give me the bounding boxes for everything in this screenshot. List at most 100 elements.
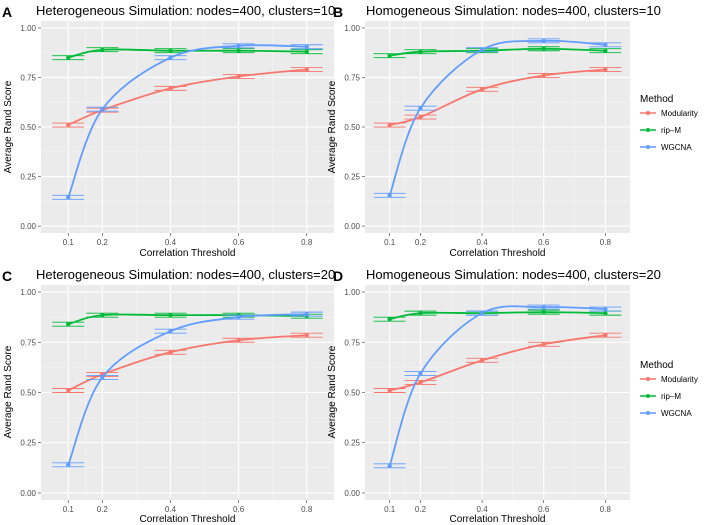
data-point-modularity — [541, 342, 546, 347]
legend-key-point — [646, 411, 650, 415]
x-axis-label: Correlation Threshold — [450, 248, 546, 259]
x-tick-label: 0.4 — [165, 238, 177, 247]
series-line-wgcna — [388, 39, 606, 196]
legend: Method Modularity rip–M WGCNA — [640, 360, 698, 418]
panel-b: B Homogeneous Simulation: nodes=400, clu… — [327, 3, 661, 259]
x-tick-label: 0.6 — [233, 238, 245, 247]
data-point-modularity — [387, 122, 392, 128]
y-tick-label: 0.25 — [20, 173, 36, 182]
y-tick-label: 0.00 — [344, 222, 360, 231]
panel-letter: D — [333, 268, 343, 284]
data-point-rip-m — [387, 53, 392, 58]
x-tick-label: 0.6 — [538, 505, 550, 514]
data-point-rip-m — [418, 49, 423, 54]
y-tick-label: 1.00 — [344, 24, 360, 33]
data-point-wgcna — [479, 310, 485, 316]
x-axis-label: Correlation Threshold — [140, 514, 236, 525]
x-tick-label: 0.1 — [384, 238, 396, 247]
data-point-modularity — [66, 122, 71, 128]
legend-key-point — [646, 128, 650, 132]
data-point-wgcna — [387, 463, 392, 469]
legend-entry-wgcna: WGCNA — [640, 409, 692, 418]
panel-a: A Heterogeneous Simulation: nodes=400, c… — [2, 3, 335, 259]
data-point-wgcna — [479, 47, 485, 52]
x-tick-label: 0.8 — [600, 505, 612, 514]
data-point-wgcna — [66, 462, 71, 468]
legend-key-point — [646, 145, 650, 149]
x-tick-label: 0.8 — [301, 505, 313, 514]
data-point-modularity — [168, 86, 173, 91]
data-point-wgcna — [418, 105, 423, 111]
legend-entry-rip-m: rip–M — [640, 126, 681, 135]
x-tick-label: 0.6 — [233, 505, 245, 514]
data-point-wgcna — [304, 44, 309, 49]
legend-key-point — [646, 377, 650, 381]
x-tick-label: 0.2 — [97, 505, 109, 514]
y-tick-label: 0.25 — [344, 173, 360, 182]
legend-key-point — [646, 111, 650, 115]
x-tick-label: 0.1 — [384, 505, 396, 514]
y-tick-label: 0.50 — [344, 389, 360, 398]
data-point-wgcna — [168, 55, 173, 60]
x-tick-label: 0.2 — [415, 238, 427, 247]
data-point-wgcna — [541, 304, 546, 310]
data-point-wgcna — [168, 329, 173, 334]
legend-label: Modularity — [661, 109, 698, 118]
y-tick-label: 1.00 — [20, 24, 36, 33]
data-point-rip-m — [168, 48, 173, 53]
y-axis-label: Average Rand Score — [3, 80, 14, 173]
x-tick-label: 0.4 — [477, 505, 489, 514]
data-point-modularity — [168, 350, 173, 355]
data-point-rip-m — [603, 310, 608, 316]
y-tick-label: 0.75 — [344, 338, 360, 347]
data-point-modularity — [236, 74, 241, 79]
y-tick-label: 0.25 — [20, 439, 36, 448]
data-point-wgcna — [100, 375, 105, 380]
data-point-modularity — [418, 380, 423, 385]
x-tick-label: 0.8 — [600, 238, 612, 247]
data-point-wgcna — [387, 193, 392, 198]
data-point-modularity — [479, 87, 485, 92]
data-point-modularity — [66, 388, 71, 393]
x-tick-label: 0.2 — [415, 505, 427, 514]
series-line-wgcna — [388, 305, 606, 467]
panel-title: Homogeneous Simulation: nodes=400, clust… — [366, 3, 661, 18]
y-tick-label: 0.75 — [20, 73, 36, 82]
data-point-wgcna — [66, 195, 71, 200]
x-axis-label: Correlation Threshold — [450, 514, 546, 525]
legend-title: Method — [640, 360, 673, 371]
data-point-rip-m — [66, 321, 71, 327]
data-point-rip-m — [168, 312, 173, 318]
data-point-wgcna — [541, 38, 546, 44]
panel-letter: C — [2, 268, 12, 284]
data-point-wgcna — [100, 106, 105, 112]
data-point-wgcna — [236, 314, 241, 320]
data-point-rip-m — [100, 47, 105, 52]
data-point-wgcna — [603, 42, 608, 47]
panel-title: Heterogeneous Simulation: nodes=400, clu… — [36, 267, 335, 282]
legend-label: rip–M — [661, 126, 681, 135]
data-point-modularity — [304, 67, 309, 72]
data-point-rip-m — [387, 316, 392, 322]
legend-label: WGCNA — [661, 409, 692, 418]
y-tick-label: 1.00 — [20, 288, 36, 297]
data-point-wgcna — [418, 371, 423, 376]
panel-letter: A — [2, 4, 12, 20]
data-point-rip-m — [541, 309, 546, 315]
data-point-wgcna — [603, 306, 608, 312]
x-tick-label: 0.4 — [477, 238, 489, 247]
panel-title: Homogeneous Simulation: nodes=400, clust… — [366, 267, 661, 282]
y-tick-label: 0.50 — [344, 123, 360, 132]
y-tick-label: 1.00 — [344, 288, 360, 297]
legend-entry-modularity: Modularity — [640, 109, 698, 118]
data-point-modularity — [418, 114, 423, 120]
data-point-rip-m — [603, 48, 608, 53]
data-point-modularity — [541, 73, 546, 78]
y-axis-label: Average Rand Score — [3, 345, 14, 438]
legend-label: rip–M — [661, 392, 681, 401]
legend-entry-wgcna: WGCNA — [640, 143, 692, 152]
data-point-rip-m — [418, 310, 423, 316]
x-tick-label: 0.4 — [165, 505, 177, 514]
legend-entry-modularity: Modularity — [640, 375, 698, 384]
